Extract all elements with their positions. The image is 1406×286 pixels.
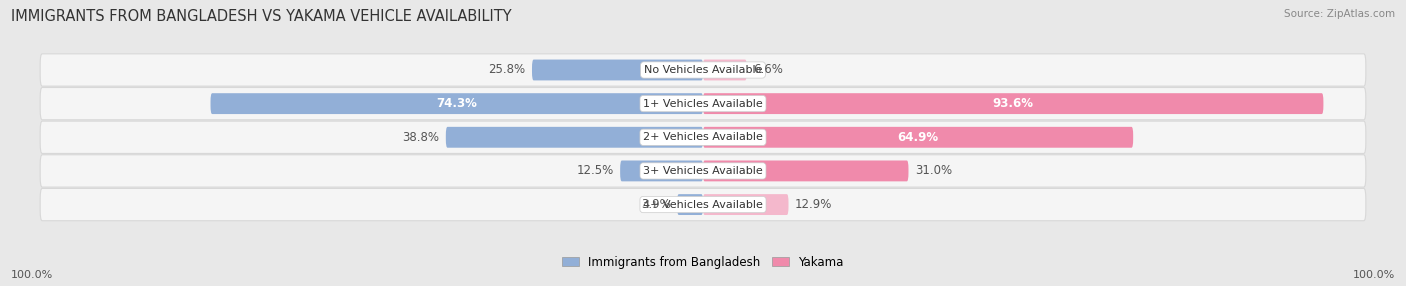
FancyBboxPatch shape bbox=[703, 93, 1323, 114]
Text: 38.8%: 38.8% bbox=[402, 131, 439, 144]
Text: 4+ Vehicles Available: 4+ Vehicles Available bbox=[643, 200, 763, 210]
FancyBboxPatch shape bbox=[41, 155, 1365, 187]
FancyBboxPatch shape bbox=[703, 160, 908, 181]
Legend: Immigrants from Bangladesh, Yakama: Immigrants from Bangladesh, Yakama bbox=[562, 256, 844, 269]
FancyBboxPatch shape bbox=[703, 194, 789, 215]
Text: 64.9%: 64.9% bbox=[897, 131, 939, 144]
Text: IMMIGRANTS FROM BANGLADESH VS YAKAMA VEHICLE AVAILABILITY: IMMIGRANTS FROM BANGLADESH VS YAKAMA VEH… bbox=[11, 9, 512, 23]
Text: 93.6%: 93.6% bbox=[993, 97, 1033, 110]
FancyBboxPatch shape bbox=[41, 121, 1365, 153]
Text: 2+ Vehicles Available: 2+ Vehicles Available bbox=[643, 132, 763, 142]
FancyBboxPatch shape bbox=[41, 54, 1365, 86]
FancyBboxPatch shape bbox=[41, 88, 1365, 120]
Text: 31.0%: 31.0% bbox=[915, 164, 952, 177]
FancyBboxPatch shape bbox=[678, 194, 703, 215]
FancyBboxPatch shape bbox=[211, 93, 703, 114]
Text: Source: ZipAtlas.com: Source: ZipAtlas.com bbox=[1284, 9, 1395, 19]
Text: 25.8%: 25.8% bbox=[488, 63, 526, 76]
Text: 6.6%: 6.6% bbox=[754, 63, 783, 76]
Text: 100.0%: 100.0% bbox=[11, 270, 53, 280]
Text: 1+ Vehicles Available: 1+ Vehicles Available bbox=[643, 99, 763, 109]
Text: 12.5%: 12.5% bbox=[576, 164, 613, 177]
Text: 100.0%: 100.0% bbox=[1353, 270, 1395, 280]
Text: 3.9%: 3.9% bbox=[641, 198, 671, 211]
FancyBboxPatch shape bbox=[620, 160, 703, 181]
FancyBboxPatch shape bbox=[703, 127, 1133, 148]
FancyBboxPatch shape bbox=[703, 59, 747, 80]
Text: 3+ Vehicles Available: 3+ Vehicles Available bbox=[643, 166, 763, 176]
FancyBboxPatch shape bbox=[41, 188, 1365, 221]
FancyBboxPatch shape bbox=[531, 59, 703, 80]
Text: 12.9%: 12.9% bbox=[796, 198, 832, 211]
Text: No Vehicles Available: No Vehicles Available bbox=[644, 65, 762, 75]
FancyBboxPatch shape bbox=[446, 127, 703, 148]
Text: 74.3%: 74.3% bbox=[436, 97, 477, 110]
